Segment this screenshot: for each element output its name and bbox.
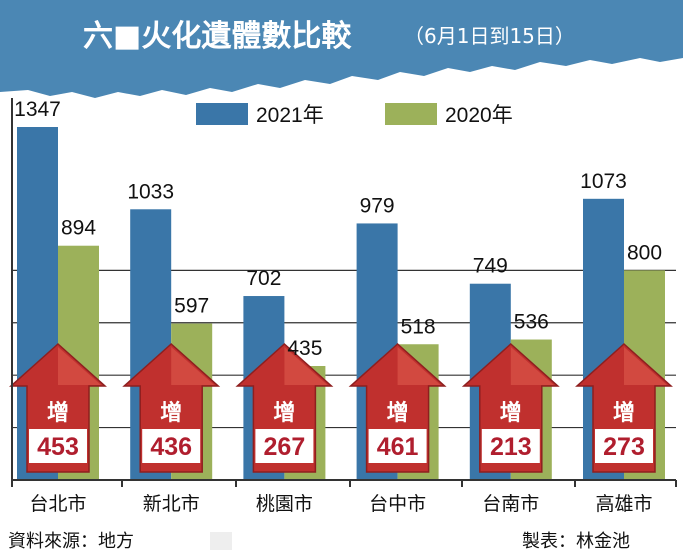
arrow-highlight	[58, 347, 101, 385]
value-label: 800	[627, 241, 662, 264]
legend-swatch-2021	[196, 103, 248, 125]
source-note: 資料來源：地方	[8, 531, 134, 552]
x-ticks	[11, 480, 677, 487]
increase-label: 增	[387, 400, 409, 426]
value-label: 518	[401, 315, 436, 338]
increase-value: 436	[150, 433, 192, 461]
increase-value: 267	[264, 433, 306, 461]
increase-value-box	[142, 429, 201, 463]
increase-arrows: 增 453 增 436 增 267 增 461 增 213 增 273	[9, 342, 673, 473]
value-label: 1033	[127, 180, 174, 203]
increase-value: 213	[490, 433, 532, 461]
increase-label: 增	[613, 400, 635, 426]
category-label: 新北市	[143, 493, 200, 515]
category-label: 台中市	[369, 493, 426, 515]
increase-label: 增	[160, 400, 182, 426]
increase-value-box	[368, 429, 427, 463]
chart-title: 六■火化遺體數比較	[83, 19, 352, 54]
increase-value-box	[595, 429, 653, 463]
category-label: 高雄市	[595, 493, 652, 515]
increase-label: 增	[500, 400, 522, 426]
value-label: 702	[246, 267, 281, 290]
source-redaction-block	[210, 532, 232, 550]
value-label: 749	[473, 255, 508, 278]
value-label: 979	[360, 194, 395, 217]
increase-value: 273	[603, 433, 645, 461]
arrow-highlight	[510, 347, 554, 385]
value-labels: 1347 894 1033 597 702 435 979 518 749 536 1073 800	[14, 98, 662, 360]
chart-subtitle: （6月1日到15日）	[404, 24, 575, 48]
category-labels: 台北市 新北市 桃園市 台中市 台南市 高雄市	[29, 493, 652, 515]
value-label: 536	[514, 311, 549, 334]
arrow-highlight	[397, 347, 441, 385]
increase-label: 增	[273, 400, 295, 426]
value-label: 597	[174, 295, 209, 318]
increase-value-box	[29, 429, 87, 463]
value-label: 435	[287, 337, 322, 360]
gridlines	[12, 269, 676, 429]
legend-label-2020: 2020年	[445, 104, 513, 127]
value-label: 894	[61, 217, 96, 240]
value-label: 1347	[14, 98, 61, 121]
arrow-highlight	[284, 347, 328, 385]
increase-value: 461	[377, 433, 419, 461]
increase-value-box	[255, 429, 314, 463]
author-note: 製表：林金池	[522, 531, 630, 552]
arrow-highlight	[624, 347, 667, 385]
increase-value: 453	[37, 433, 79, 461]
arrow-highlight	[171, 347, 215, 385]
category-label: 台南市	[482, 493, 539, 515]
category-label: 台北市	[29, 493, 86, 515]
category-label: 桃園市	[256, 493, 313, 515]
title-banner	[0, 0, 683, 98]
legend-swatch-2020	[385, 103, 437, 125]
legend-label-2021: 2021年	[256, 104, 324, 127]
value-label: 1073	[580, 170, 627, 193]
increase-label: 增	[47, 400, 69, 426]
increase-value-box	[481, 429, 540, 463]
